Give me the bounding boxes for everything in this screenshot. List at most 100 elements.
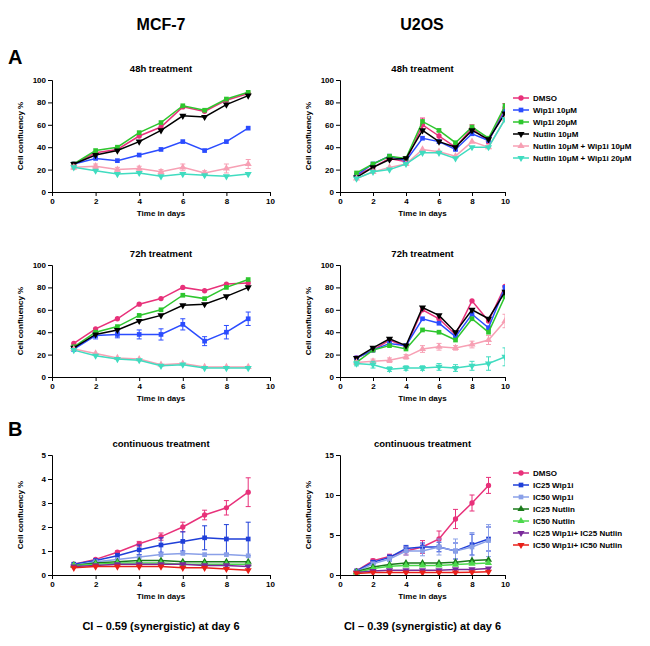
marker [201, 302, 208, 308]
marker [159, 147, 164, 152]
legend-entry: Nutlin 10μM + Wip1i 10μM [513, 142, 632, 151]
x-tick-label: 0 [338, 382, 343, 391]
marker [387, 343, 392, 348]
legend-label: Wip1i 20μM [533, 118, 577, 127]
y-tick-label: 3 [42, 499, 47, 508]
x-tick-label: 2 [94, 382, 99, 391]
x-tick-label: 10 [266, 197, 275, 206]
series-line [74, 128, 248, 164]
marker [114, 328, 121, 334]
marker [157, 364, 164, 370]
y-tick: 0 [42, 373, 52, 382]
marker [419, 151, 426, 157]
marker [419, 561, 426, 567]
marker [353, 362, 360, 368]
x-tick: 2 [371, 192, 376, 206]
marker [245, 172, 252, 178]
marker [114, 149, 121, 155]
marker [404, 549, 409, 554]
y-tick-label: 60 [325, 121, 334, 130]
y-tick-label: 5 [42, 451, 47, 460]
x-tick-mark [505, 377, 506, 381]
y-axis-title: Cell confluency % [304, 287, 313, 355]
marker [245, 568, 252, 574]
error-bar [470, 495, 475, 511]
x-tick: 4 [404, 377, 409, 391]
legend-entry: IC50 Wip1i [513, 493, 573, 502]
y-tick-label: 0 [330, 373, 335, 382]
x-axis-title: Time in days [137, 209, 186, 218]
y-tick-label: 0 [42, 373, 47, 382]
series-line [357, 119, 506, 178]
y-tick-mark [48, 332, 52, 333]
x-tick-mark [183, 192, 184, 196]
x-axis-line [341, 193, 506, 197]
y-axis-line [48, 266, 53, 378]
y-tick-mark [48, 455, 52, 456]
error-bar [224, 501, 229, 515]
y-axis-title: Cell confluency % [16, 102, 25, 170]
x-tick-mark [226, 192, 227, 196]
error-bar [246, 478, 251, 507]
marker [115, 316, 120, 321]
x-tick: 0 [50, 575, 55, 589]
marker [486, 538, 491, 543]
x-tick: 8 [225, 575, 230, 589]
x-tick: 2 [371, 575, 376, 589]
marker [136, 140, 143, 146]
error-bar [202, 337, 207, 346]
column-header: U2OS [400, 16, 444, 33]
error-bar [180, 319, 185, 330]
error-bar [404, 547, 409, 555]
marker [353, 571, 360, 575]
x-axis: 0246810 [338, 192, 510, 206]
marker [420, 549, 425, 554]
marker [157, 168, 164, 174]
marker [453, 549, 458, 554]
marker [386, 168, 393, 174]
series-line [74, 96, 248, 164]
x-tick-mark [472, 192, 473, 196]
marker [136, 358, 143, 364]
y-tick-mark [336, 355, 340, 356]
error-bar [404, 547, 409, 555]
marker [179, 163, 186, 169]
y-tick-label: 1 [42, 547, 47, 556]
y-tick-mark [48, 102, 52, 103]
y-axis-line [336, 81, 341, 193]
marker [419, 571, 426, 575]
marker [136, 171, 143, 177]
y-tick-label: 10 [325, 491, 334, 500]
legend-entry: IC25 Nutlin [513, 505, 575, 514]
legend-marker [517, 505, 524, 511]
x-tick-label: 4 [404, 197, 409, 206]
legend-label: DMSO [533, 94, 557, 103]
error-bar [137, 330, 142, 339]
marker [159, 307, 164, 312]
y-tick-label: 80 [37, 283, 46, 292]
x-tick: 6 [181, 192, 186, 206]
x-tick: 2 [371, 377, 376, 391]
marker [245, 160, 252, 166]
x-tick: 4 [404, 192, 409, 206]
x-tick-label: 4 [137, 580, 142, 589]
error-bar [246, 312, 251, 325]
y-tick-label: 100 [33, 261, 47, 270]
marker [453, 549, 458, 554]
marker [201, 173, 208, 179]
marker [501, 317, 505, 323]
marker [435, 313, 442, 319]
y-tick: 2 [42, 523, 52, 532]
marker [402, 561, 409, 567]
marker [157, 313, 164, 319]
x-tick-label: 0 [50, 382, 55, 391]
x-tick-label: 10 [266, 580, 275, 589]
y-tick-label: 0 [42, 571, 47, 580]
marker [402, 353, 409, 359]
marker [224, 285, 229, 290]
y-tick-label: 4 [42, 475, 47, 484]
chart-title: 48h treatment [130, 63, 193, 74]
series-line [357, 119, 506, 178]
marker [386, 337, 393, 343]
y-tick: 0 [330, 571, 340, 580]
